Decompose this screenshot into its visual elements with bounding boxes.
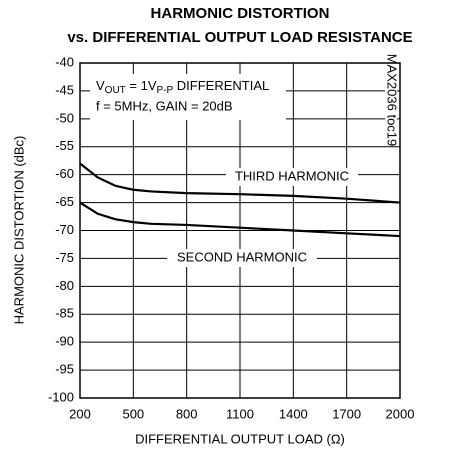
annotation: f = 5MHz, GAIN = 20dB: [96, 98, 233, 113]
x-tick-label: 1100: [226, 406, 254, 421]
legend-background: [167, 249, 317, 267]
annotation-part: DIFFERENTIAL: [173, 78, 269, 93]
annotation-part: OUT: [105, 85, 126, 96]
annotation-part: = 1V: [126, 78, 157, 93]
plot-frame: [79, 62, 401, 399]
y-tick-label: -95: [55, 362, 74, 377]
x-axis-label: DIFFERENTIAL OUTPUT LOAD (Ω): [135, 431, 345, 446]
y-tick-label: -90: [55, 334, 74, 349]
side-label: MAX2036 toc19: [385, 54, 400, 147]
annotation-part: P-P: [157, 85, 174, 96]
legend-label: THIRD HARMONIC: [235, 168, 349, 183]
chart-title: vs. DIFFERENTIAL OUTPUT LOAD RESISTANCE: [67, 29, 412, 46]
y-axis-label: HARMONIC DISTORTION (dBc): [11, 136, 26, 325]
y-tick-label: -55: [55, 138, 74, 153]
x-tick-label: 200: [69, 406, 91, 421]
side-label-background: [385, 66, 397, 134]
y-tick-label: -100: [48, 389, 74, 404]
x-tick-label: 1700: [332, 406, 361, 421]
x-tick-label: 800: [176, 406, 198, 421]
chart-title: HARMONIC DISTORTION: [151, 5, 330, 22]
y-tick-label: -70: [55, 222, 74, 237]
x-tick-label: 2000: [386, 406, 415, 421]
series-line: [79, 201, 401, 238]
y-tick-label: -50: [55, 110, 74, 125]
y-tick-label: -75: [55, 250, 74, 265]
legend-label: SECOND HARMONIC: [177, 249, 307, 264]
annotation-background: [90, 74, 286, 120]
x-tick-label: 500: [122, 406, 144, 421]
y-tick-label: -80: [55, 278, 74, 293]
y-tick-label: -40: [55, 54, 74, 69]
y-tick-label: -65: [55, 194, 74, 209]
x-tick-label: 1400: [279, 406, 308, 421]
y-tick-label: -85: [55, 306, 74, 321]
y-tick-label: -60: [55, 166, 74, 181]
y-tick-label: -45: [55, 82, 74, 97]
series-line: [79, 162, 401, 204]
annotation: VOUT = 1VP-P DIFFERENTIAL: [96, 78, 269, 95]
annotation-part: V: [96, 78, 105, 93]
legend-background: [226, 168, 358, 186]
